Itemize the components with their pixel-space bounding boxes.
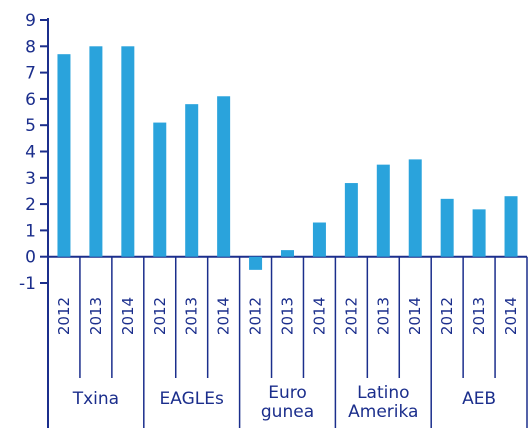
- x-tick-label: 2012: [55, 297, 73, 335]
- bar: [312, 222, 326, 257]
- bar: [440, 198, 454, 257]
- x-tick-label: 2012: [438, 297, 456, 335]
- y-tick-label: 6: [25, 90, 36, 110]
- x-tick-label: 2014: [502, 297, 520, 335]
- group-label: Amerika: [348, 402, 418, 422]
- bar: [121, 46, 135, 257]
- x-tick-label: 2013: [279, 297, 297, 335]
- x-tick-label: 2013: [374, 297, 392, 335]
- group-label: gunea: [261, 402, 314, 422]
- y-tick-label: 7: [25, 64, 36, 84]
- x-tick-label: 2014: [119, 297, 137, 335]
- bar: [281, 250, 294, 257]
- x-tick-label: 2012: [151, 297, 169, 335]
- y-tick-label: 3: [25, 169, 36, 189]
- x-tick-label: 2013: [470, 297, 488, 335]
- y-tick-label: -1: [19, 274, 36, 294]
- y-tick-label: 8: [25, 37, 36, 57]
- group-label: Txina: [72, 389, 119, 409]
- group-label: Euro: [268, 383, 307, 403]
- y-tick-label: 4: [25, 143, 36, 163]
- x-tick-label: 2013: [87, 297, 105, 335]
- y-tick-label: 0: [25, 248, 36, 268]
- bar: [57, 54, 71, 257]
- x-tick-label: 2014: [406, 297, 424, 335]
- group-label: EAGLEs: [160, 389, 224, 409]
- group-label: AEB: [462, 389, 496, 409]
- y-tick-label: 2: [25, 195, 36, 215]
- bar: [344, 183, 358, 257]
- group-label: Latino: [357, 383, 409, 403]
- x-tick-label: 2012: [247, 297, 265, 335]
- bar: [153, 122, 167, 257]
- x-tick-label: 2014: [215, 297, 233, 335]
- x-tick-label: 2014: [310, 297, 328, 335]
- bar: [472, 209, 486, 257]
- bar: [249, 256, 263, 270]
- x-tick-label: 2012: [342, 297, 360, 335]
- bar: [89, 46, 103, 257]
- bar: [376, 164, 390, 257]
- y-tick-label: 5: [25, 116, 36, 136]
- bar: [408, 159, 422, 257]
- bar: [185, 104, 199, 257]
- y-tick-label: 9: [25, 11, 36, 31]
- bar: [217, 96, 231, 257]
- y-tick-label: 1: [25, 221, 36, 241]
- x-tick-label: 2013: [183, 297, 201, 335]
- bar: [504, 196, 518, 257]
